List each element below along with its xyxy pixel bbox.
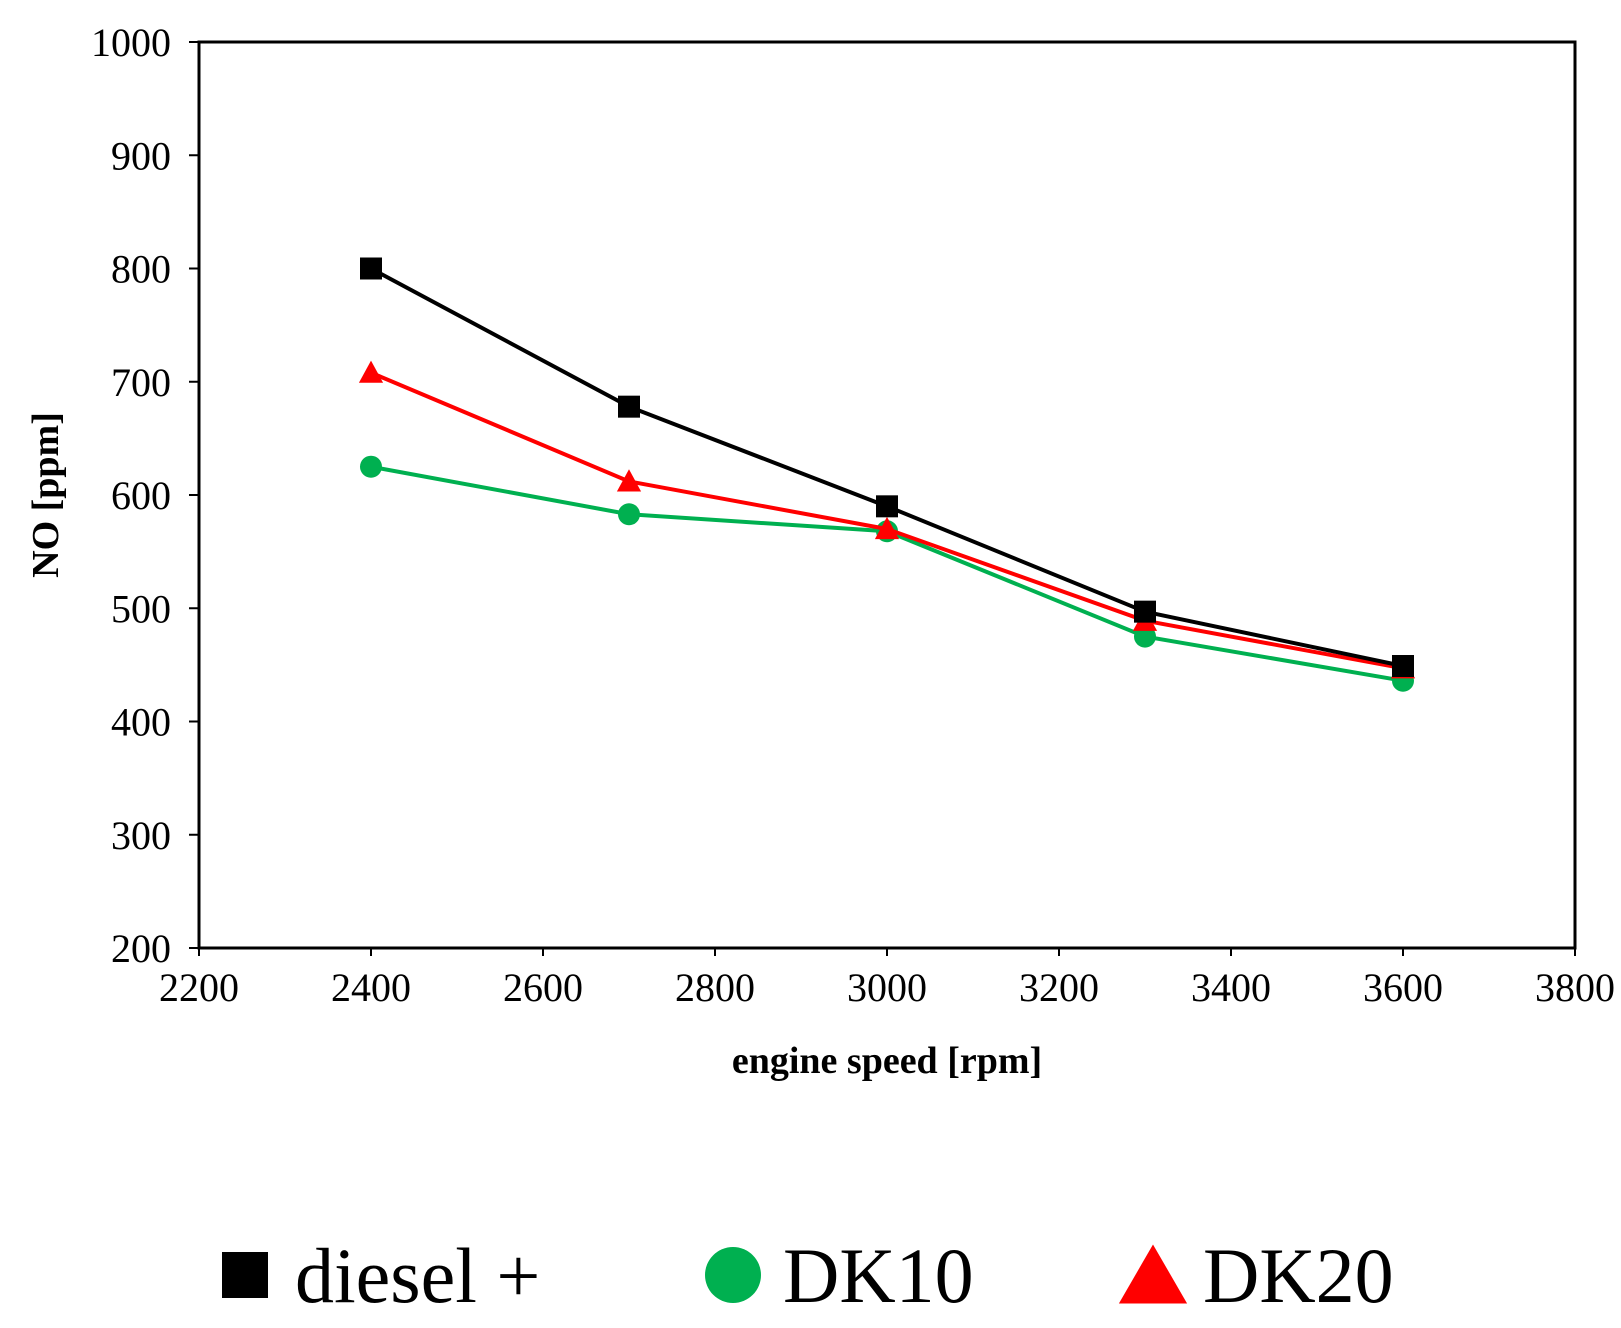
data-point-dk10-2700	[618, 503, 640, 526]
y-tick-label-700: 700	[111, 360, 171, 405]
data-point-dk20-2700	[616, 469, 642, 492]
x-tick-label-2800: 2800	[675, 965, 755, 1010]
legend-marker-dk10	[705, 1247, 761, 1303]
x-tick-label-2200: 2200	[159, 965, 239, 1010]
data-point-diesel-3600	[1392, 655, 1414, 678]
data-point-diesel-3000	[876, 495, 898, 518]
legend-marker-diesel	[222, 1252, 268, 1298]
legend-marker-dk20	[1118, 1244, 1188, 1304]
y-tick-label-600: 600	[111, 473, 171, 518]
legend-label-dk10: DK10	[783, 1232, 974, 1319]
data-point-dk20-2400	[358, 360, 384, 383]
legend-label-dk20: DK20	[1203, 1232, 1394, 1319]
series-diesel	[360, 257, 1414, 678]
data-point-diesel-2700	[618, 395, 640, 418]
data-point-diesel-3300	[1134, 600, 1156, 623]
y-tick-label-400: 400	[111, 700, 171, 745]
data-point-dk10-2400	[360, 455, 382, 478]
legend: diesel + DK10 DK20	[222, 1232, 1394, 1319]
legend-label-diesel: diesel +	[295, 1232, 540, 1319]
x-tick-label-2600: 2600	[503, 965, 583, 1010]
x-tick-label-3400: 3400	[1191, 965, 1271, 1010]
legend-item-dk10: DK10	[705, 1232, 974, 1319]
plot-area-frame	[197, 40, 1577, 950]
x-tick-label-3000: 3000	[847, 965, 927, 1010]
legend-item-dk20: DK20	[1118, 1232, 1394, 1319]
y-tick-label-1000: 1000	[91, 20, 171, 65]
axis-ticks: 2200 2400 2600 2800 3000 3200 3400 3600 3800 200 3…	[91, 20, 1615, 1010]
y-tick-label-900: 900	[111, 133, 171, 178]
x-tick-label-3200: 3200	[1019, 965, 1099, 1010]
y-axis-title: NO [ppm]	[25, 412, 67, 578]
legend-item-diesel: diesel +	[222, 1232, 540, 1319]
data-point-dk20-3000	[874, 516, 900, 540]
y-tick-label-300: 300	[111, 813, 171, 858]
y-tick-label-800: 800	[111, 247, 171, 292]
x-tick-label-3800: 3800	[1535, 965, 1615, 1010]
series-dk10	[360, 455, 1414, 692]
y-tick-label-500: 500	[111, 586, 171, 631]
x-axis-title: engine speed [rpm]	[732, 1040, 1042, 1082]
series-dk20	[358, 360, 1416, 679]
data-point-dk10-3300	[1134, 625, 1156, 648]
x-tick-label-2400: 2400	[331, 965, 411, 1010]
y-tick-label-200: 200	[111, 926, 171, 971]
x-tick-label-3600: 3600	[1363, 965, 1443, 1010]
data-point-diesel-2400	[360, 257, 382, 280]
series-group	[358, 257, 1416, 692]
series-line-diesel	[370, 266, 1404, 668]
